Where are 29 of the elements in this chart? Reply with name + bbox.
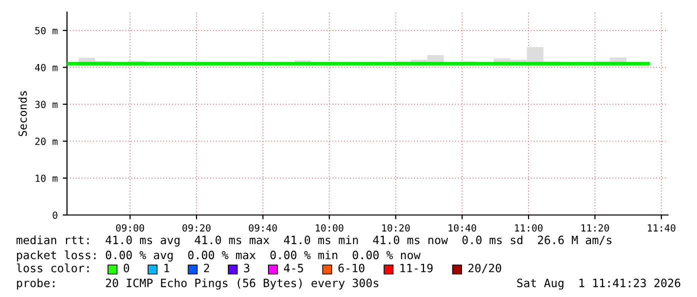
y-tick-label: 40 m	[35, 64, 58, 72]
text: 1	[164, 264, 170, 272]
text: 3	[244, 264, 250, 272]
text: packet loss: 0.00 % avg 0.00 % max 0.00 % min 0.00 % now	[17, 250, 421, 262]
y-tick-label: 30 m	[35, 100, 58, 108]
x-tick-label: 09:00	[116, 224, 144, 232]
x-tick-label: 10:40	[448, 224, 476, 232]
text: 11-19	[400, 264, 433, 272]
x-tick-label: 11:20	[581, 224, 609, 232]
text: 6-10	[338, 264, 364, 272]
y-tick-label: 10 m	[36, 174, 58, 182]
y-axis-title: Seconds	[18, 91, 27, 136]
x-tick-label: 11:00	[515, 224, 543, 232]
text: 0	[124, 264, 130, 272]
text: median rtt: 41.0 ms avg 41.0 ms max 41.0 ms min 41.0 ms now 0.0 ms sd 26.6 M am/s	[16, 235, 612, 247]
y-tick-label: 0	[52, 212, 58, 219]
text: loss color:	[16, 263, 89, 272]
x-tick-label: 09:40	[248, 224, 277, 232]
x-tick-label: 09:20	[182, 224, 210, 232]
text: Sat Aug 1 11:41:23 2026	[517, 278, 680, 290]
x-tick-label: 11:40	[648, 224, 676, 232]
x-tick-label: 10:00	[316, 224, 344, 232]
y-tick-label: 20 m	[35, 138, 58, 146]
text: 20/20	[468, 264, 502, 274]
y-tick-label: 50 m	[35, 26, 58, 34]
x-tick-label: 10:20	[382, 224, 410, 232]
text: 4-5	[284, 264, 304, 272]
text: 2	[204, 264, 210, 272]
text: probe: 20 ICMP Echo Pings (56 Bytes) every 300s	[17, 278, 378, 290]
